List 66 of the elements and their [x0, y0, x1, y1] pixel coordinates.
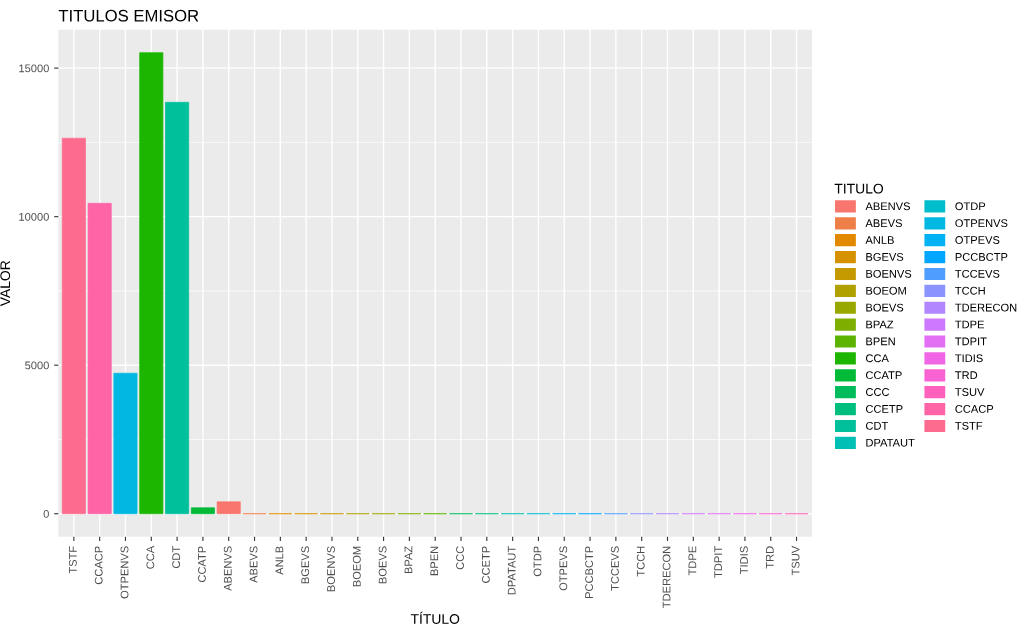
x-tick-label: BPEN: [430, 546, 439, 576]
legend-label: BOEVS: [866, 303, 904, 312]
x-tick-label: CDT: [172, 546, 181, 569]
legend-label: TDERECON: [955, 303, 1017, 312]
x-tick-label: TSUV: [791, 545, 800, 576]
legend-label: CDT: [866, 421, 889, 430]
x-tick-label: CCETP: [481, 546, 490, 583]
legend-label: ABEVS: [865, 219, 902, 228]
x-tick-label: TIDIS: [740, 546, 748, 574]
x-tick-label: BGEVS: [301, 546, 310, 584]
legend-label: BPEN: [866, 337, 895, 346]
legend-label: TDPIT: [955, 337, 987, 346]
legend-label: BPAZ: [866, 320, 894, 329]
legend-label: BOENVS: [866, 269, 912, 278]
x-tick-label: TSTF: [68, 546, 77, 574]
x-tick-label: CCACP: [94, 546, 103, 585]
legend-label: BGEVS: [866, 252, 904, 261]
x-tick-label: ANLB: [275, 546, 284, 575]
x-tick-label: TDERECON: [662, 546, 671, 608]
legend-label: TCCH: [955, 286, 985, 295]
x-tick-label: BOEVS: [378, 546, 387, 584]
legend-label: OTPENVS: [955, 219, 1008, 228]
legend-label: TSUV: [955, 388, 985, 396]
legend-label: TSTF: [955, 421, 983, 430]
legend-label: OTDP: [955, 202, 986, 211]
x-tick-label: ABEVS: [249, 546, 258, 583]
legend-label: TIDIS: [955, 354, 983, 363]
x-tick-label: TDPIT: [714, 546, 722, 578]
x-tick-label: TCCEVS: [610, 546, 619, 591]
x-tick-label: DPATAUT: [507, 546, 516, 595]
x-tick-label: ABENVS: [223, 546, 232, 591]
x-tick-label: OTDP: [533, 546, 542, 577]
x-tick-label: TCCH: [636, 546, 645, 577]
x-tick-label: BOENVS: [327, 546, 335, 592]
legend-label: TCCEVS: [955, 269, 1000, 278]
y-tick-label: 5000: [25, 361, 49, 370]
x-tick-label: BOEOM: [352, 546, 361, 587]
legend-label: CCC: [866, 388, 890, 396]
legend-label: CCACP: [955, 404, 994, 413]
legend-label: TRD: [955, 371, 978, 379]
x-tick-label: CCATP: [198, 546, 206, 583]
legend-label: CCA: [866, 354, 889, 363]
legend-title: TITULO: [834, 183, 884, 194]
legend-label: ANLB: [865, 236, 894, 244]
y-axis-title: VALOR: [0, 260, 11, 307]
x-tick-label: OTPENVS: [120, 546, 129, 599]
x-axis-title: TÍTULO: [410, 611, 460, 624]
legend-label: OTPEVS: [955, 236, 1000, 244]
legend-label: DPATAUT: [866, 438, 915, 447]
legend-label: CCETP: [866, 404, 903, 413]
x-tick-label: PCCBCTP: [585, 546, 594, 598]
legend-label: BOEOM: [866, 286, 906, 295]
x-tick-label: TRD: [765, 546, 774, 569]
x-tick-label: OTPEVS: [559, 546, 568, 591]
x-tick-label: CCC: [456, 546, 464, 570]
legend-label: CCATP: [866, 371, 902, 380]
y-tick-label: 10000: [19, 212, 49, 221]
x-tick-label: BPAZ: [404, 546, 413, 574]
chart-title: TITULOS EMISOR: [58, 9, 199, 22]
x-tick-label: TDPE: [688, 546, 697, 576]
legend-label: ABENVS: [865, 202, 910, 211]
y-tick-label: 0: [43, 510, 49, 518]
legend-label: PCCBCTP: [955, 252, 1008, 261]
legend-label: TDPE: [955, 320, 984, 329]
x-tick-label: CCA: [146, 545, 155, 569]
y-tick-label: 15000: [19, 64, 49, 73]
